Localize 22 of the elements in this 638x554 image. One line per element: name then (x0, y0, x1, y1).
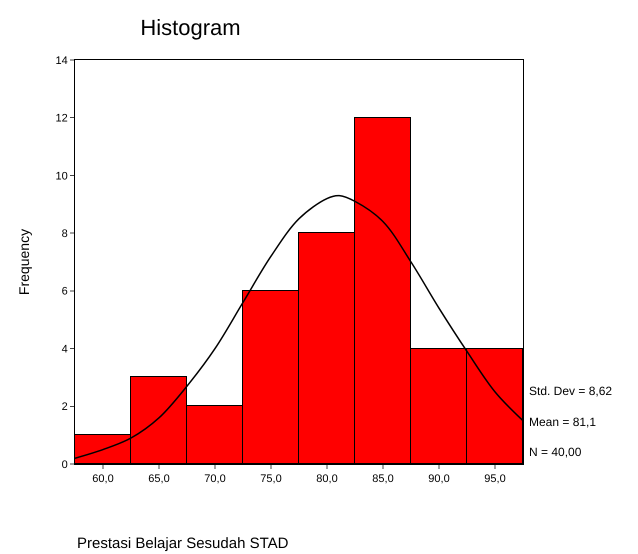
text: Std. Dev = 8,62 (529, 384, 612, 398)
y-tick-label: 2 (62, 401, 68, 414)
chart-title: Histogram (140, 14, 241, 40)
x-tick-label: 70,0 (204, 473, 226, 486)
y-tick-label: 8 (62, 228, 68, 240)
x-tick-label: 75,0 (260, 473, 282, 486)
x-tick-label: 85,0 (372, 473, 394, 486)
y-tick-label: 14 (56, 54, 68, 67)
x-tick-label: 80,0 (316, 473, 338, 486)
y-axis-title: Frequency (16, 228, 32, 296)
x-tick-label: 60,0 (92, 473, 114, 486)
y-tick-label: 0 (62, 458, 68, 471)
y-tick-label: 6 (62, 286, 68, 298)
x-tick-label: 90,0 (428, 473, 450, 486)
x-tick-label: 65,0 (148, 473, 170, 486)
y-tick-label: 4 (62, 343, 68, 356)
text: N = 40,00 (529, 445, 582, 459)
x-axis-title: Prestasi Belajar Sesudah STAD (77, 535, 289, 552)
x-tick-label: 95,0 (484, 473, 506, 486)
text: Mean = 81,1 (529, 415, 596, 429)
y-tick-label: 10 (56, 170, 68, 182)
y-tick-label: 12 (56, 112, 68, 125)
